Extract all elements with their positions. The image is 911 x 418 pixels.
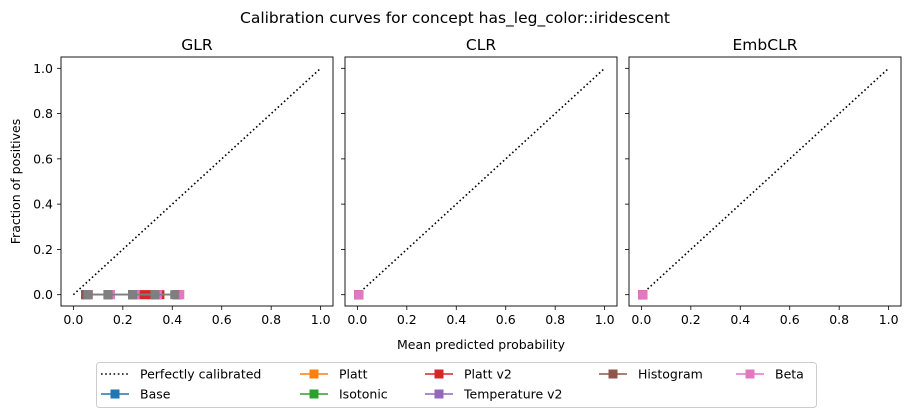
- legend-marker: [309, 389, 319, 399]
- panel-glr: GLR 0.0 0.2 0.4 0.6 0.8 1.0 0.0 0.2 0.4 0.6 0.8 1.0 F…: [8, 36, 334, 327]
- legend-item-isotonic: Isotonic: [300, 387, 388, 402]
- legend-marker: [309, 369, 319, 379]
- legend-label: Base: [140, 387, 171, 402]
- legend-label: Platt v2: [464, 367, 512, 382]
- x-tick-label: 0.0: [347, 312, 367, 327]
- legend-label: Perfectly calibrated: [140, 367, 261, 382]
- y-tick-label: 0.2: [33, 242, 53, 257]
- y-tick-label: 0.0: [33, 287, 53, 302]
- legend-marker: [434, 369, 444, 379]
- x-tick-label: 0.0: [63, 312, 83, 327]
- x-tick-label: 0.4: [162, 312, 182, 327]
- x-tick-label: 0.2: [681, 312, 701, 327]
- x-tick-label: 1.0: [879, 312, 899, 327]
- legend-marker: [745, 369, 755, 379]
- x-tick-label: 0.0: [631, 312, 651, 327]
- legend-label: Platt: [339, 367, 368, 382]
- point-overlap: [128, 290, 138, 300]
- series-line-perfectly-calibrated: [72, 67, 322, 296]
- point-overlap: [83, 290, 93, 300]
- point-beta: [638, 290, 648, 300]
- point-beta: [354, 290, 364, 300]
- panel-title: EmbCLR: [733, 36, 798, 54]
- axes-frame: [628, 56, 902, 307]
- figure-title: Calibration curves for concept has_leg_c…: [240, 9, 670, 28]
- x-tick-label: 0.4: [730, 312, 750, 327]
- panels: GLR 0.0 0.2 0.4 0.6 0.8 1.0 0.0 0.2 0.4 0.6 0.8 1.0 F…: [8, 36, 902, 352]
- legend-label: Isotonic: [339, 387, 388, 402]
- panel-title: CLR: [466, 36, 496, 54]
- y-tick-label: 0.8: [33, 106, 53, 121]
- x-tick-label: 0.2: [113, 312, 133, 327]
- legend-box: [96, 362, 817, 408]
- series-line-perfectly-calibrated: [356, 67, 606, 296]
- point-overlap: [170, 290, 180, 300]
- legend-marker: [110, 389, 120, 399]
- series-line-perfectly-calibrated: [640, 67, 890, 296]
- x-tick-label: 0.6: [212, 312, 232, 327]
- x-tick-label: 1.0: [311, 312, 331, 327]
- legend-marker: [608, 369, 618, 379]
- legend-item-temperature-v2: Temperature v2: [425, 387, 563, 402]
- panel-embclr: EmbCLR 0.0 0.2 0.4 0.6 0.8 1.0: [625, 36, 902, 327]
- x-tick-label: 0.6: [496, 312, 516, 327]
- legend-label: Beta: [775, 367, 804, 382]
- legend-label: Temperature v2: [463, 387, 563, 402]
- x-axis-label: Mean predicted probability: [397, 337, 566, 352]
- x-tick-label: 0.6: [780, 312, 800, 327]
- axes-frame: [60, 56, 334, 307]
- legend-item-beta: Beta: [736, 367, 804, 382]
- x-tick-label: 0.8: [829, 312, 849, 327]
- panel-title: GLR: [181, 36, 213, 54]
- legend-item-base: Base: [101, 387, 171, 402]
- legend: Perfectly calibrated Base Platt Isotonic Pla…: [96, 362, 817, 408]
- legend-label: Histogram: [638, 367, 703, 382]
- y-tick-label: 0.4: [33, 197, 53, 212]
- axes-frame: [344, 56, 618, 307]
- x-tick-label: 0.2: [397, 312, 417, 327]
- x-tick-label: 1.0: [595, 312, 615, 327]
- point-beta: [175, 290, 185, 300]
- legend-item-perfectly-calibrated: Perfectly calibrated: [101, 367, 261, 382]
- legend-item-histogram: Histogram: [599, 367, 703, 382]
- point-overlap: [103, 290, 113, 300]
- y-tick-label: 1.0: [33, 61, 53, 76]
- plot-area: [72, 67, 322, 300]
- y-tick-label: 0.6: [33, 151, 53, 166]
- panel-clr: CLR 0.0 0.2 0.4 0.6 0.8 1.0 Mean predicted prob…: [341, 36, 618, 352]
- legend-marker: [434, 389, 444, 399]
- y-axis-label: Fraction of positives: [8, 119, 23, 244]
- x-tick-label: 0.8: [545, 312, 565, 327]
- legend-item-platt: Platt: [300, 367, 368, 382]
- plot-area: [354, 67, 606, 300]
- point-overlap: [150, 290, 160, 300]
- x-tick-label: 0.4: [446, 312, 466, 327]
- plot-area: [638, 67, 890, 300]
- x-tick-label: 0.8: [261, 312, 281, 327]
- legend-item-platt-v2: Platt v2: [425, 367, 512, 382]
